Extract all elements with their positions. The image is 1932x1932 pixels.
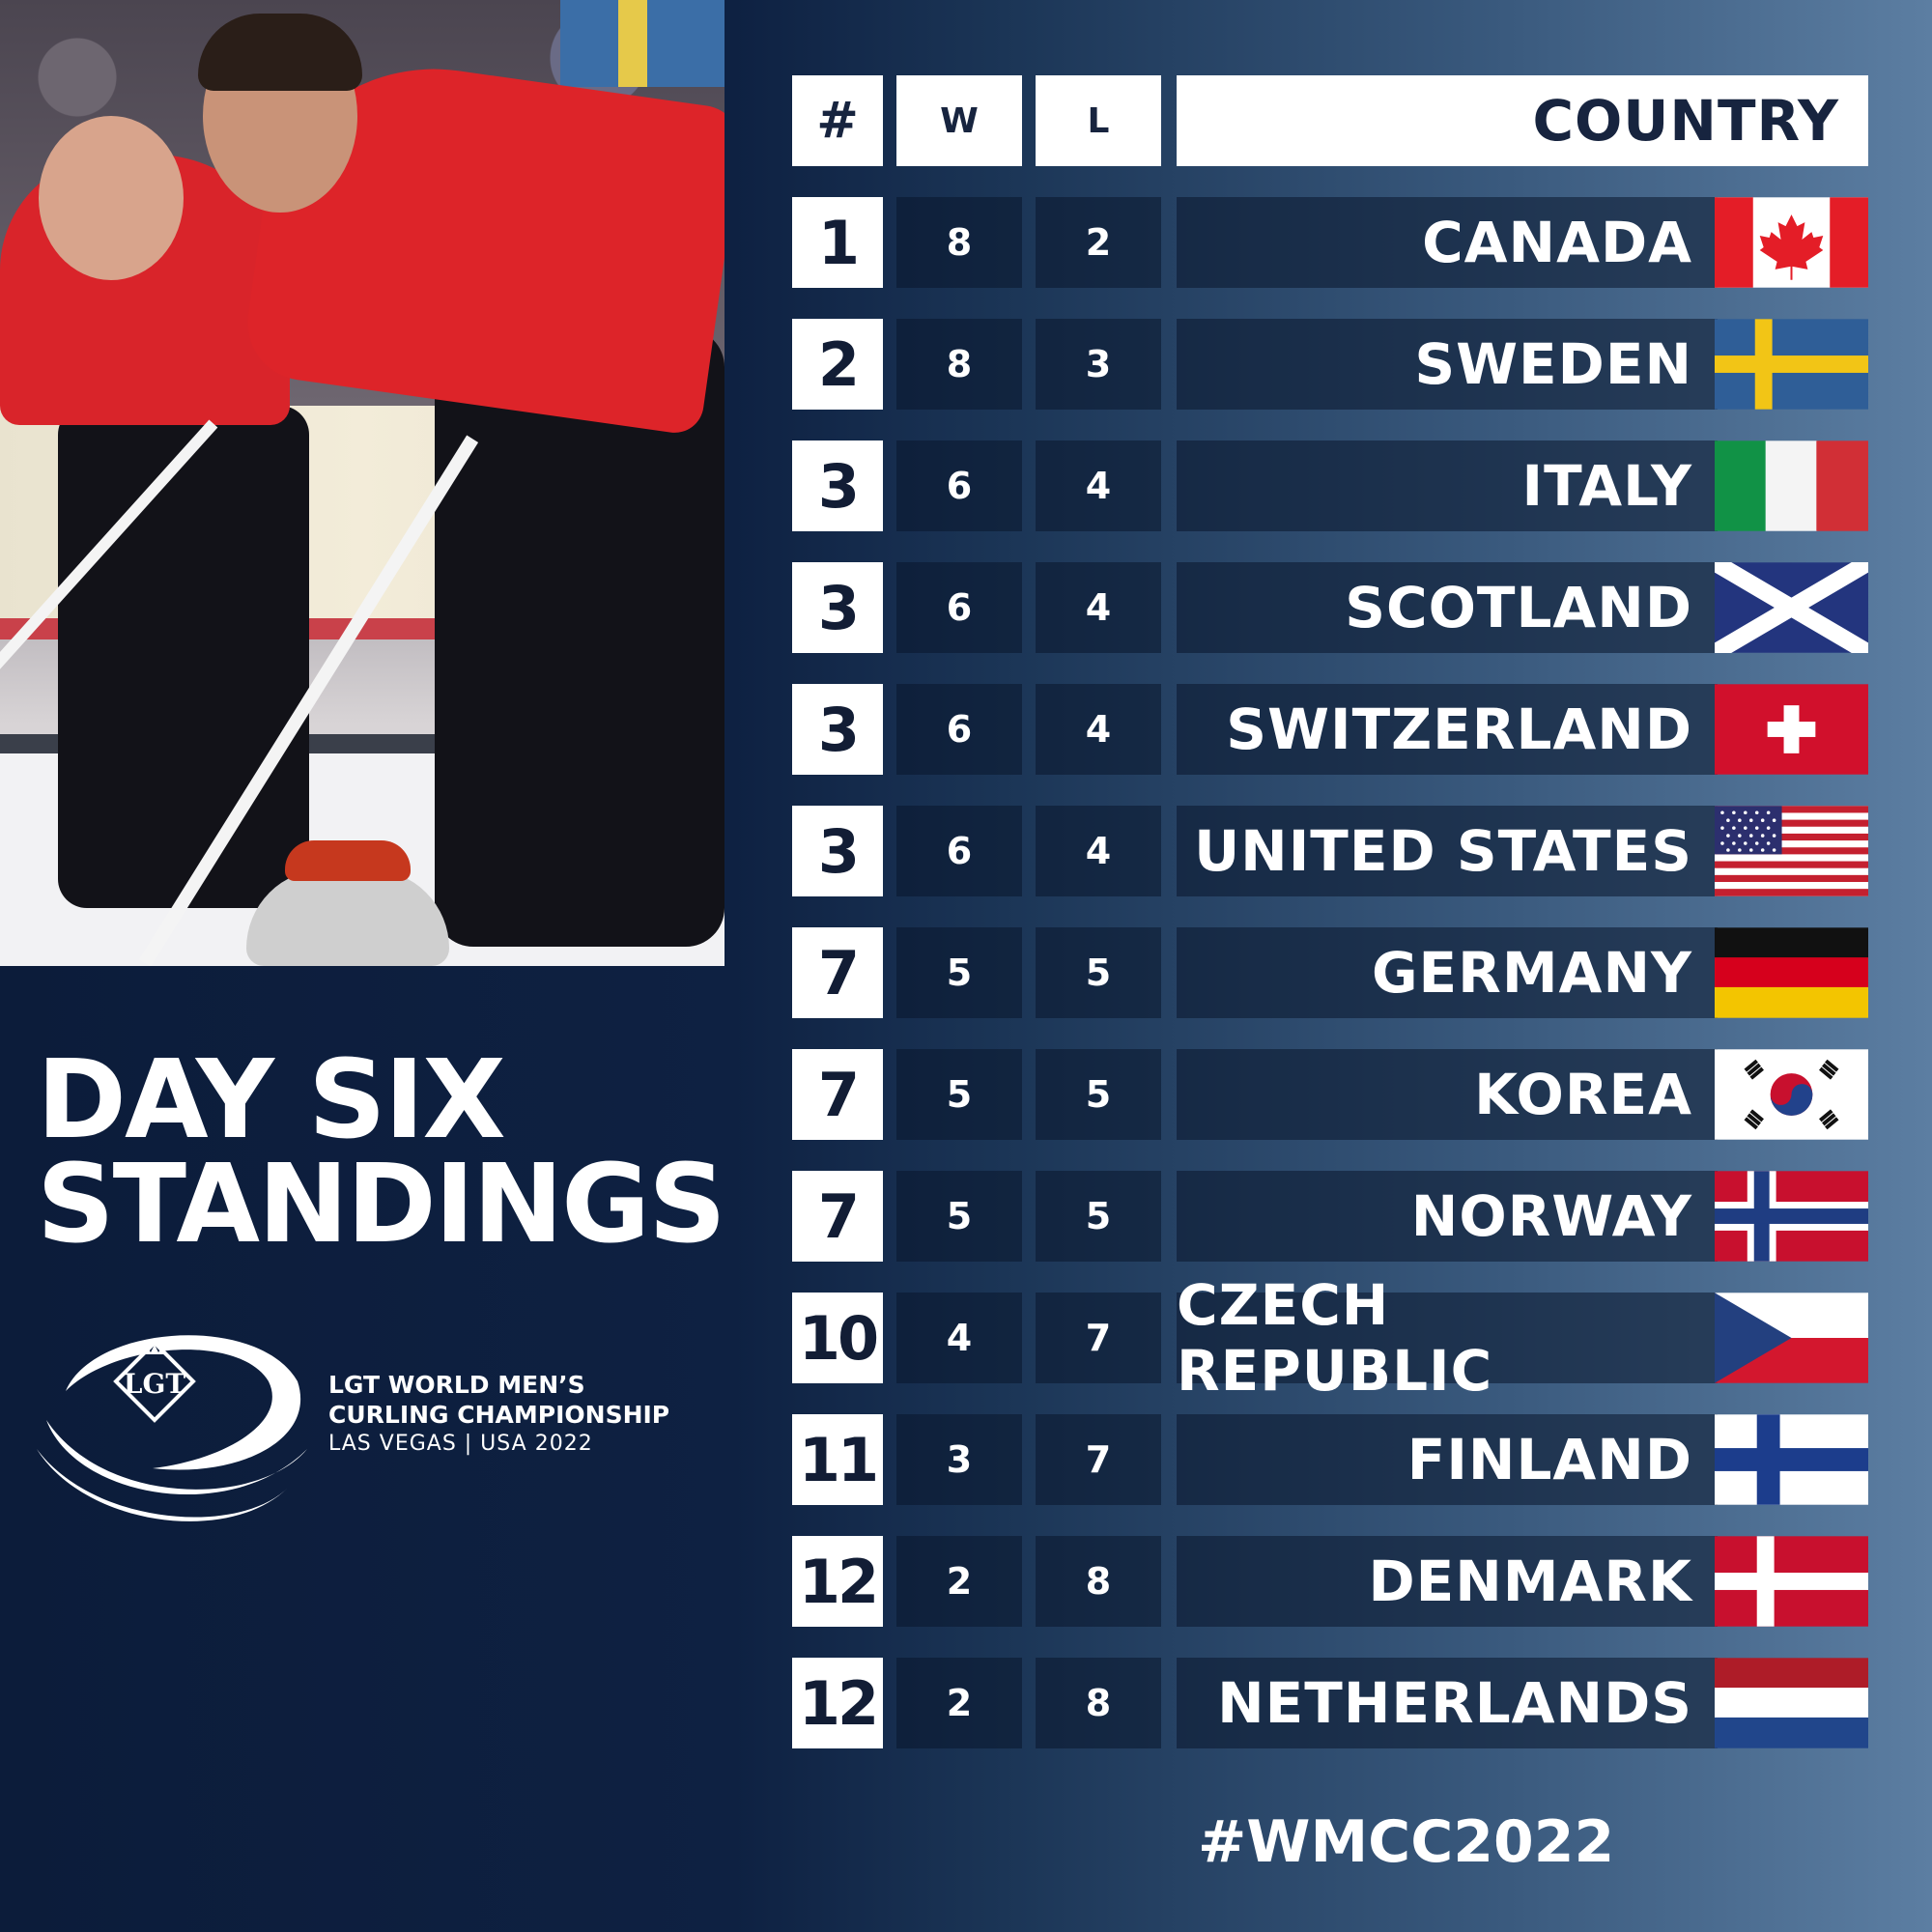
switzerland-flag (1715, 684, 1868, 775)
country-cell: NETHERLANDS (1177, 1658, 1718, 1748)
table-row: 7 5 5 GERMANY (792, 927, 1868, 1018)
losses-cell: 5 (1036, 1171, 1161, 1262)
rank-cell: 7 (792, 1171, 883, 1262)
logo-mark-text: LGT (124, 1368, 186, 1400)
table-row: 2 8 3 SWEDEN (792, 319, 1868, 410)
country-cell: FINLAND (1177, 1414, 1718, 1505)
rank-cell: 10 (792, 1293, 883, 1383)
finland-flag (1715, 1414, 1868, 1505)
country-cell: SWEDEN (1177, 319, 1718, 410)
table-row: 7 5 5 KOREA (792, 1049, 1868, 1140)
sweden-flag (1715, 319, 1868, 410)
rank-cell: 3 (792, 806, 883, 896)
norway-flag (1715, 1171, 1868, 1262)
canada-flag (1715, 197, 1868, 288)
wins-cell: 5 (896, 927, 1022, 1018)
country-cell: KOREA (1177, 1049, 1718, 1140)
wins-cell: 8 (896, 197, 1022, 288)
page-title: DAY SIX STANDINGS (37, 1037, 726, 1267)
country-cell: SCOTLAND (1177, 562, 1718, 653)
losses-cell: 7 (1036, 1293, 1161, 1383)
curling-stone (246, 869, 449, 966)
scotland-flag (1715, 562, 1868, 653)
united-states-flag (1715, 806, 1868, 896)
header-rank: # (792, 75, 883, 166)
wins-cell: 2 (896, 1658, 1022, 1748)
hashtag: #WMCC2022 (1198, 1808, 1615, 1876)
germany-flag (1715, 927, 1868, 1018)
rank-cell: 12 (792, 1536, 883, 1627)
table-row: 10 4 7 CZECH REPUBLIC (792, 1272, 1868, 1404)
table-row: 12 2 8 NETHERLANDS (792, 1658, 1868, 1748)
table-row: 12 2 8 DENMARK (792, 1536, 1868, 1627)
czech-republic-flag (1715, 1293, 1868, 1383)
denmark-flag (1715, 1536, 1868, 1627)
wins-cell: 5 (896, 1049, 1022, 1140)
standings-table: # W L COUNTRY 1 8 2 CANADA 2 8 3 SWEDEN 3 6 4 ITALY… (792, 75, 1868, 1779)
losses-cell: 4 (1036, 562, 1161, 653)
rank-cell: 3 (792, 440, 883, 531)
losses-cell: 5 (1036, 927, 1161, 1018)
header-wins: W (896, 75, 1022, 166)
rank-cell: 3 (792, 562, 883, 653)
country-cell: CANADA (1177, 197, 1718, 288)
losses-cell: 2 (1036, 197, 1161, 288)
header-country: COUNTRY (1177, 75, 1868, 166)
wins-cell: 6 (896, 562, 1022, 653)
country-cell: GERMANY (1177, 927, 1718, 1018)
losses-cell: 4 (1036, 806, 1161, 896)
country-cell: NORWAY (1177, 1171, 1718, 1262)
table-row: 1 8 2 CANADA (792, 197, 1868, 288)
rank-cell: 1 (792, 197, 883, 288)
rank-cell: 11 (792, 1414, 883, 1505)
rank-cell: 3 (792, 684, 883, 775)
header-losses: L (1036, 75, 1161, 166)
country-cell: UNITED STATES (1177, 806, 1718, 896)
lgt-logo: LGT (37, 1335, 307, 1521)
rank-cell: 7 (792, 927, 883, 1018)
wins-cell: 8 (896, 319, 1022, 410)
country-cell: DENMARK (1177, 1536, 1718, 1627)
rank-cell: 2 (792, 319, 883, 410)
wins-cell: 6 (896, 806, 1022, 896)
table-header: # W L COUNTRY (792, 75, 1868, 166)
rank-cell: 7 (792, 1049, 883, 1140)
country-cell: ITALY (1177, 440, 1718, 531)
rank-cell: 12 (792, 1658, 883, 1748)
event-location: LAS VEGAS | USA 2022 (328, 1432, 593, 1456)
table-row: 11 3 7 FINLAND (792, 1414, 1868, 1505)
losses-cell: 8 (1036, 1658, 1161, 1748)
losses-cell: 5 (1036, 1049, 1161, 1140)
table-row: 7 5 5 NORWAY (792, 1171, 1868, 1262)
wins-cell: 6 (896, 684, 1022, 775)
losses-cell: 7 (1036, 1414, 1161, 1505)
korea-flag (1715, 1049, 1868, 1140)
background-flag (560, 0, 724, 87)
table-row: 3 6 4 SWITZERLAND (792, 684, 1868, 775)
losses-cell: 8 (1036, 1536, 1161, 1627)
losses-cell: 4 (1036, 440, 1161, 531)
country-cell: SWITZERLAND (1177, 684, 1718, 775)
table-row: 3 6 4 UNITED STATES (792, 806, 1868, 896)
event-name: LGT WORLD MEN’S CURLING CHAMPIONSHIP LAS… (328, 1370, 669, 1459)
table-row: 3 6 4 SCOTLAND (792, 562, 1868, 653)
losses-cell: 4 (1036, 684, 1161, 775)
event-line-2: CURLING CHAMPIONSHIP (328, 1401, 670, 1429)
wins-cell: 3 (896, 1414, 1022, 1505)
event-line-1: LGT WORLD MEN’S (328, 1371, 585, 1399)
italy-flag (1715, 440, 1868, 531)
wins-cell: 6 (896, 440, 1022, 531)
wins-cell: 4 (896, 1293, 1022, 1383)
wins-cell: 5 (896, 1171, 1022, 1262)
losses-cell: 3 (1036, 319, 1161, 410)
title-line-1: DAY SIX (37, 1037, 506, 1163)
title-line-2: STANDINGS (37, 1142, 726, 1267)
country-cell: CZECH REPUBLIC (1177, 1272, 1718, 1404)
netherlands-flag (1715, 1658, 1868, 1748)
table-row: 3 6 4 ITALY (792, 440, 1868, 531)
wins-cell: 2 (896, 1536, 1022, 1627)
team-canada-photo (0, 0, 724, 966)
